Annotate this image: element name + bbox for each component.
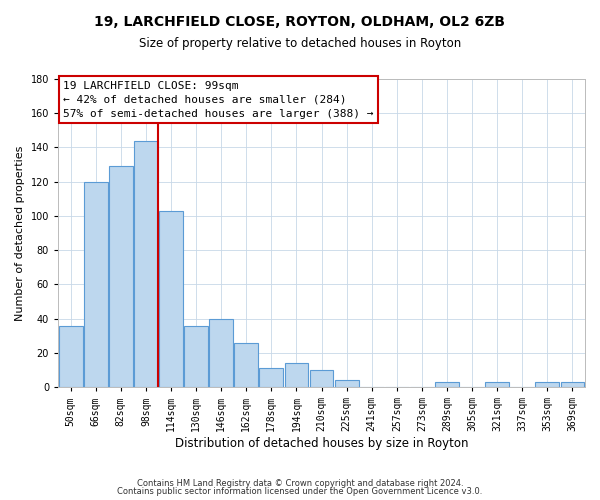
Bar (535, 382, 559, 387)
Text: Contains HM Land Registry data © Crown copyright and database right 2024.: Contains HM Land Registry data © Crown c… (137, 478, 463, 488)
Bar (335, 380, 359, 387)
X-axis label: Distribution of detached houses by size in Royton: Distribution of detached houses by size … (175, 437, 468, 450)
Bar (310, 370, 334, 387)
Text: 19, LARCHFIELD CLOSE, ROYTON, OLDHAM, OL2 6ZB: 19, LARCHFIELD CLOSE, ROYTON, OLDHAM, OL… (95, 15, 505, 29)
Bar (184, 326, 208, 387)
Text: 19 LARCHFIELD CLOSE: 99sqm
← 42% of detached houses are smaller (284)
57% of sem: 19 LARCHFIELD CLOSE: 99sqm ← 42% of deta… (64, 80, 374, 118)
Bar (284, 363, 308, 387)
Bar (259, 368, 283, 387)
Bar (485, 382, 509, 387)
Bar (209, 318, 233, 387)
Bar (109, 166, 133, 387)
Bar (435, 382, 459, 387)
Bar (560, 382, 584, 387)
Text: Size of property relative to detached houses in Royton: Size of property relative to detached ho… (139, 38, 461, 51)
Bar (159, 211, 183, 387)
Y-axis label: Number of detached properties: Number of detached properties (15, 146, 25, 321)
Bar (235, 342, 258, 387)
Bar (84, 182, 107, 387)
Bar (59, 326, 83, 387)
Text: Contains public sector information licensed under the Open Government Licence v3: Contains public sector information licen… (118, 487, 482, 496)
Bar (134, 140, 158, 387)
